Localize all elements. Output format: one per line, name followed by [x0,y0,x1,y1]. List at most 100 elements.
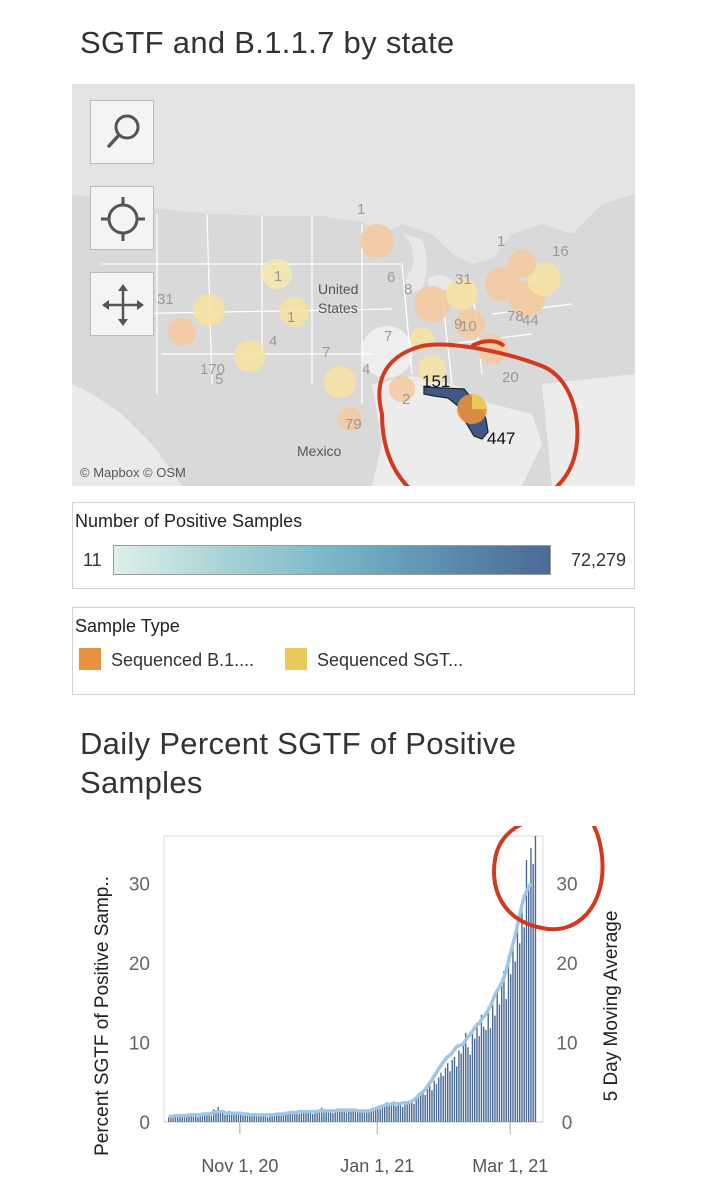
chart-bar[interactable] [262,1113,264,1122]
chart-bar[interactable] [381,1104,384,1122]
chart-bar[interactable] [188,1115,190,1122]
chart-bar[interactable] [460,1053,462,1122]
chart-bar[interactable] [192,1113,195,1122]
chart-bar[interactable] [316,1112,318,1122]
chart-bar[interactable] [253,1115,255,1122]
chart-bar[interactable] [249,1113,251,1122]
chart-bar[interactable] [402,1106,404,1122]
chart-bar[interactable] [485,1029,487,1122]
state-map[interactable]: 1 1 1 31 1 16 6 8 31 7 9 10 78 44 4 170 … [72,84,635,486]
chart-bar[interactable] [465,1033,467,1122]
chart-bar[interactable] [280,1115,282,1122]
chart-bar[interactable] [233,1114,235,1122]
chart-bar[interactable] [525,859,528,1122]
legend-item-sgtf[interactable]: Sequenced SGT... [285,648,463,671]
chart-bar[interactable] [199,1114,201,1122]
chart-bar[interactable] [451,1060,453,1122]
chart-bar[interactable] [438,1077,440,1122]
chart-bar[interactable] [282,1114,285,1122]
chart-bar[interactable] [195,1114,197,1122]
chart-bar[interactable] [420,1094,422,1122]
chart-bar[interactable] [483,1026,485,1122]
chart-bar[interactable] [183,1114,186,1122]
chart-bar[interactable] [296,1110,298,1122]
chart-bar[interactable] [503,971,505,1122]
chart-bar[interactable] [404,1101,406,1122]
chart-bar[interactable] [530,847,532,1122]
chart-bar[interactable] [330,1110,332,1122]
chart-bar[interactable] [492,1001,494,1122]
chart-bar[interactable] [361,1110,363,1122]
chart-bar[interactable] [377,1106,379,1122]
chart-bar[interactable] [332,1113,334,1122]
chart-bar[interactable] [498,1004,501,1122]
chart-bar[interactable] [307,1112,309,1122]
chart-bar[interactable] [210,1115,213,1122]
chart-bar[interactable] [339,1111,341,1122]
chart-bar[interactable] [467,1047,469,1122]
chart-bar[interactable] [197,1117,199,1122]
chart-bar[interactable] [474,1038,476,1122]
chart-bar[interactable] [370,1110,372,1122]
chart-bar[interactable] [168,1117,170,1122]
chart-bar[interactable] [440,1072,442,1122]
chart-bar[interactable] [294,1112,296,1122]
chart-bar[interactable] [406,1103,408,1122]
chart-bar[interactable] [170,1114,172,1122]
chart-bar[interactable] [343,1108,345,1122]
chart-bar[interactable] [303,1111,305,1122]
chart-bar[interactable] [174,1115,177,1122]
legend-item-b117[interactable]: Sequenced B.1.... [79,648,254,671]
chart-bar[interactable] [231,1112,233,1122]
chart-bar[interactable] [318,1110,321,1122]
chart-bar[interactable] [501,982,503,1122]
locate-button[interactable] [90,186,154,250]
chart-bar[interactable] [422,1090,424,1122]
chart-bar[interactable] [345,1112,348,1122]
chart-bar[interactable] [519,943,521,1122]
chart-bar[interactable] [478,1036,480,1122]
map-marker[interactable] [338,407,362,431]
chart-bar[interactable] [215,1112,217,1122]
chart-bar[interactable] [240,1114,242,1122]
chart-bar[interactable] [532,863,534,1122]
map-marker[interactable] [508,250,536,278]
chart-bar[interactable] [179,1116,181,1122]
map-marker[interactable] [455,309,485,339]
chart-bar[interactable] [226,1114,228,1122]
chart-bar[interactable] [287,1114,289,1122]
chart-bar[interactable] [325,1112,327,1122]
chart-bar[interactable] [323,1111,325,1122]
map-marker[interactable] [418,355,446,383]
chart-bar[interactable] [372,1109,375,1122]
chart-bar[interactable] [435,1083,438,1122]
chart-bar[interactable] [487,1006,489,1122]
chart-bar[interactable] [285,1111,287,1122]
chart-bar[interactable] [201,1112,204,1122]
chart-bar[interactable] [395,1106,397,1122]
chart-bar[interactable] [359,1112,361,1122]
map-marker[interactable] [446,278,478,310]
map-marker[interactable] [262,259,292,289]
chart-bar[interactable] [447,1063,449,1122]
chart-bar[interactable] [267,1117,269,1122]
chart-bar[interactable] [258,1116,260,1122]
chart-bar[interactable] [206,1114,208,1122]
map-marker[interactable] [193,294,225,326]
chart-bar[interactable] [269,1114,271,1122]
chart-bar[interactable] [273,1115,276,1122]
chart-bar[interactable] [312,1114,314,1122]
chart-bar[interactable] [429,1085,431,1122]
chart-bar[interactable] [449,1071,451,1122]
chart-bar[interactable] [453,1056,456,1122]
chart-bar[interactable] [411,1100,413,1122]
chart-bar[interactable] [314,1111,316,1122]
chart-bar[interactable] [379,1109,381,1122]
chart-bar[interactable] [521,903,523,1122]
chart-bar[interactable] [528,887,530,1122]
map-marker[interactable] [168,318,196,346]
chart-bar[interactable] [471,1030,474,1122]
chart-bar[interactable] [246,1114,249,1122]
chart-bar[interactable] [399,1104,402,1122]
chart-bar[interactable] [348,1109,350,1122]
